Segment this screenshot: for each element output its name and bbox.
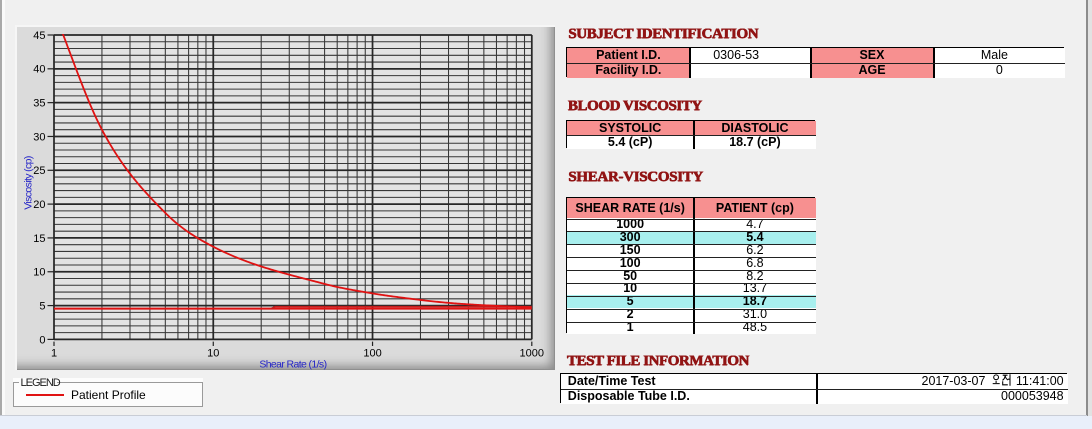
svg-text:20: 20	[33, 199, 45, 211]
svg-text:15: 15	[33, 233, 45, 245]
svg-text:10: 10	[207, 348, 219, 360]
svg-text:30: 30	[33, 131, 45, 143]
svg-text:25: 25	[33, 165, 45, 177]
svg-text:45: 45	[33, 30, 45, 42]
svg-text:10: 10	[33, 267, 45, 279]
svg-text:100: 100	[363, 348, 381, 360]
svg-text:1000: 1000	[520, 348, 544, 360]
svg-text:40: 40	[33, 64, 45, 76]
svg-text:Shear Rate (1/s): Shear Rate (1/s)	[259, 359, 326, 370]
svg-text:0: 0	[39, 334, 45, 346]
svg-text:5: 5	[39, 300, 45, 312]
svg-text:35: 35	[33, 98, 45, 110]
svg-text:1: 1	[51, 348, 57, 360]
svg-text:Viscosity (cp): Viscosity (cp)	[23, 156, 35, 210]
